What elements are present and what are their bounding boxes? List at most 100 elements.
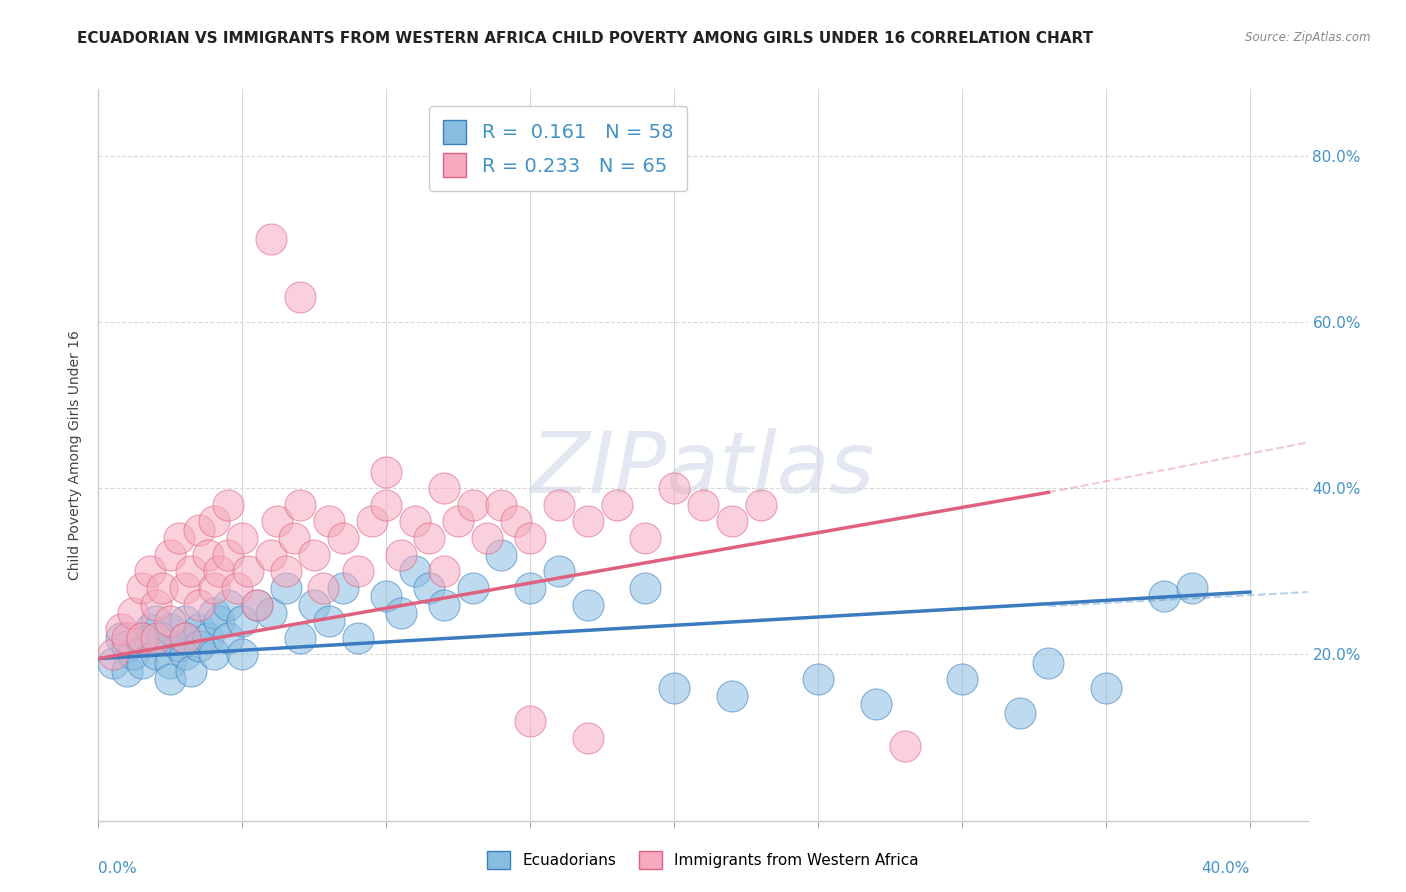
Point <box>115 639 138 653</box>
Point <box>159 623 181 637</box>
Point <box>505 515 527 529</box>
Point <box>145 614 167 628</box>
Point <box>318 515 340 529</box>
Point <box>145 631 167 645</box>
Point <box>433 564 456 578</box>
Point <box>332 531 354 545</box>
Point <box>1153 589 1175 603</box>
Point <box>274 564 297 578</box>
Point <box>519 531 541 545</box>
Point <box>433 598 456 612</box>
Text: 0.0%: 0.0% <box>98 861 138 876</box>
Point <box>304 548 326 562</box>
Point <box>418 581 440 595</box>
Point <box>283 531 305 545</box>
Point <box>576 598 599 612</box>
Point <box>208 614 231 628</box>
Point <box>375 465 398 479</box>
Legend: Ecuadorians, Immigrants from Western Africa: Ecuadorians, Immigrants from Western Afr… <box>481 845 925 875</box>
Point <box>173 631 195 645</box>
Point <box>145 648 167 662</box>
Point <box>217 498 239 512</box>
Point <box>197 631 219 645</box>
Point <box>519 581 541 595</box>
Point <box>404 564 426 578</box>
Point <box>173 648 195 662</box>
Point <box>167 639 190 653</box>
Point <box>576 515 599 529</box>
Point <box>418 531 440 545</box>
Point <box>491 498 513 512</box>
Point <box>664 481 686 495</box>
Point <box>180 664 202 678</box>
Point <box>236 564 259 578</box>
Point <box>389 606 412 620</box>
Point <box>167 531 190 545</box>
Point <box>173 614 195 628</box>
Point <box>346 631 368 645</box>
Point <box>139 564 162 578</box>
Point <box>361 515 384 529</box>
Point <box>122 606 145 620</box>
Point <box>150 581 173 595</box>
Point <box>491 548 513 562</box>
Point <box>202 515 225 529</box>
Point <box>312 581 335 595</box>
Point <box>692 498 714 512</box>
Point <box>231 531 253 545</box>
Point <box>288 631 311 645</box>
Point <box>197 548 219 562</box>
Point <box>346 564 368 578</box>
Point <box>1038 656 1060 670</box>
Point <box>260 606 283 620</box>
Point <box>548 564 571 578</box>
Point <box>950 673 973 687</box>
Point <box>115 631 138 645</box>
Point <box>720 515 742 529</box>
Point <box>548 498 571 512</box>
Point <box>188 639 211 653</box>
Point <box>260 548 283 562</box>
Point <box>231 648 253 662</box>
Point <box>447 515 470 529</box>
Point <box>131 581 153 595</box>
Point <box>231 614 253 628</box>
Point <box>576 731 599 745</box>
Point <box>122 648 145 662</box>
Point <box>131 631 153 645</box>
Point <box>131 631 153 645</box>
Point <box>807 673 830 687</box>
Point <box>131 656 153 670</box>
Point <box>188 598 211 612</box>
Point <box>1181 581 1204 595</box>
Point <box>332 581 354 595</box>
Point <box>260 232 283 246</box>
Point <box>217 598 239 612</box>
Point <box>375 498 398 512</box>
Point <box>433 481 456 495</box>
Text: 40.0%: 40.0% <box>1202 861 1250 876</box>
Point <box>188 623 211 637</box>
Point <box>101 656 124 670</box>
Point <box>375 589 398 603</box>
Point <box>101 648 124 662</box>
Point <box>173 581 195 595</box>
Point <box>461 581 484 595</box>
Point <box>274 581 297 595</box>
Point <box>115 664 138 678</box>
Legend: R =  0.161   N = 58, R = 0.233   N = 65: R = 0.161 N = 58, R = 0.233 N = 65 <box>429 106 686 191</box>
Point <box>664 681 686 695</box>
Point <box>288 290 311 304</box>
Point <box>139 623 162 637</box>
Point <box>159 614 181 628</box>
Point <box>110 623 132 637</box>
Point <box>159 656 181 670</box>
Point <box>519 714 541 728</box>
Point <box>188 523 211 537</box>
Point <box>634 531 657 545</box>
Point <box>202 648 225 662</box>
Point <box>749 498 772 512</box>
Point <box>634 581 657 595</box>
Point <box>893 739 915 753</box>
Point <box>217 548 239 562</box>
